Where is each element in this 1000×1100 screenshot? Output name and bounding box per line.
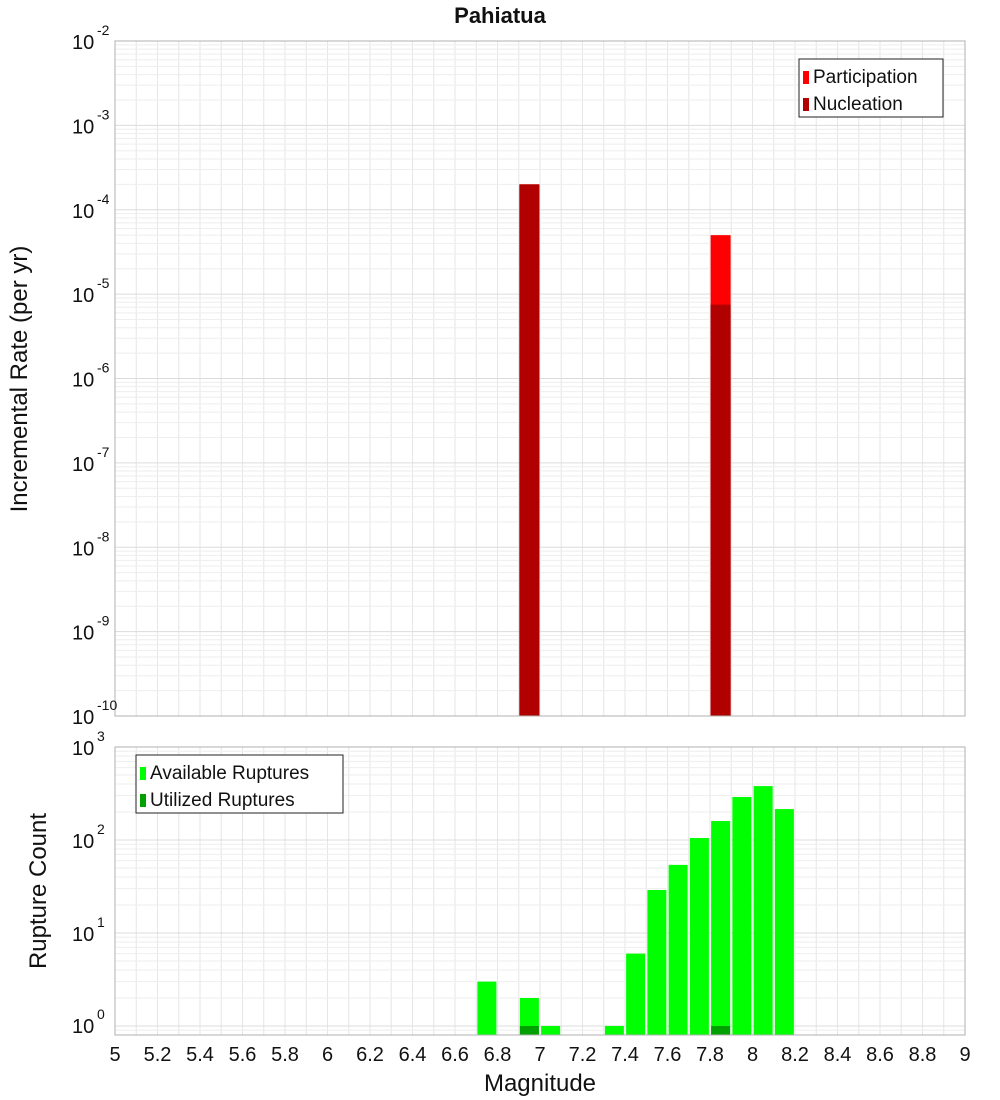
utilized-ruptures-bar <box>519 1025 539 1035</box>
x-tick-label: 6.2 <box>356 1044 384 1066</box>
y-tick-exponent: 2 <box>97 821 105 837</box>
legend-box <box>135 754 344 814</box>
x-ticks: 5 5.2 5.4 5.6 5.8 6 6.2 6.4 6.6 6.8 7 7.2 7.4 7.6 7.8 8… <box>109 1044 970 1066</box>
x-tick-label: 7.2 <box>569 1044 597 1066</box>
y-tick-base: 10 <box>72 1016 94 1038</box>
available-ruptures-bar <box>753 786 773 1035</box>
x-tick-label: 8.4 <box>824 1044 852 1066</box>
top-y-ticks: 10-210-310-410-510-610-710-810-910-10 <box>72 22 117 729</box>
available-ruptures-bar <box>647 889 667 1035</box>
y-tick-exponent: -7 <box>97 444 110 460</box>
top-legend: Participation Nucleation <box>798 58 944 118</box>
x-tick-label: 7.8 <box>696 1044 724 1066</box>
top-bars <box>519 184 731 717</box>
y-tick-exponent: -5 <box>97 275 110 291</box>
legend-swatch <box>140 794 146 807</box>
x-tick-label: 9 <box>959 1044 970 1066</box>
x-tick-label: 5 <box>109 1044 120 1066</box>
y-tick-base: 10 <box>72 116 94 138</box>
x-tick-label: 7.4 <box>611 1044 639 1066</box>
legend-label: Participation <box>813 67 918 88</box>
legend-swatch <box>803 98 809 111</box>
y-tick-base: 10 <box>72 454 94 476</box>
legend-swatch <box>140 767 146 780</box>
utilized-ruptures-bar <box>711 1025 731 1035</box>
nucleation-bar <box>710 304 731 716</box>
y-tick-exponent: 0 <box>97 1006 105 1022</box>
chart-title: Pahiatua <box>454 3 546 28</box>
nucleation-bar <box>519 184 540 717</box>
x-tick-label: 5.6 <box>229 1044 257 1066</box>
y-tick-base: 10 <box>72 707 94 729</box>
available-ruptures-bar <box>477 981 497 1035</box>
available-ruptures-bar <box>626 953 646 1035</box>
y-tick-exponent: -6 <box>97 360 110 376</box>
available-ruptures-bar <box>541 1025 561 1035</box>
available-ruptures-bar <box>774 809 794 1035</box>
x-tick-label: 5.4 <box>186 1044 214 1066</box>
bottom-bars <box>477 786 794 1035</box>
x-axis-title: Magnitude <box>484 1070 596 1097</box>
x-tick-label: 8.8 <box>909 1044 937 1066</box>
x-tick-label: 6.8 <box>484 1044 512 1066</box>
y-tick-exponent: -4 <box>97 191 110 207</box>
available-ruptures-bar <box>689 838 709 1035</box>
y-tick-base: 10 <box>72 32 94 54</box>
x-tick-label: 7.6 <box>654 1044 682 1066</box>
top-plot-frame <box>114 40 966 717</box>
y-tick-base: 10 <box>72 924 94 946</box>
x-tick-label: 5.2 <box>144 1044 172 1066</box>
top-y-axis-title: Incremental Rate (per yr) <box>6 246 33 513</box>
x-tick-label: 6.6 <box>441 1044 469 1066</box>
bottom-legend: Available Ruptures Utilized Ruptures <box>135 754 344 814</box>
y-tick-exponent: -2 <box>97 22 110 38</box>
available-ruptures-bar <box>604 1025 624 1035</box>
y-tick-exponent: -3 <box>97 106 110 122</box>
available-ruptures-bar <box>711 821 731 1035</box>
y-tick-base: 10 <box>72 201 94 223</box>
y-tick-base: 10 <box>72 538 94 560</box>
y-tick-base: 10 <box>72 623 94 645</box>
legend-label: Nucleation <box>813 94 903 115</box>
legend-label: Available Ruptures <box>150 763 309 784</box>
x-tick-label: 6 <box>322 1044 333 1066</box>
x-tick-label: 8.6 <box>866 1044 894 1066</box>
legend-swatch <box>803 71 809 84</box>
y-tick-exponent: 1 <box>97 914 105 930</box>
y-tick-exponent: -9 <box>97 613 110 629</box>
top-grid <box>114 40 966 717</box>
available-ruptures-bar <box>732 796 752 1035</box>
bottom-y-axis-title: Rupture Count <box>25 813 52 969</box>
top-panel: 10-210-310-410-510-610-710-810-910-10 Pa… <box>72 22 966 729</box>
legend-label: Utilized Ruptures <box>150 790 295 811</box>
x-tick-label: 8 <box>747 1044 758 1066</box>
x-tick-label: 5.8 <box>271 1044 299 1066</box>
legend-box <box>798 58 944 118</box>
y-tick-base: 10 <box>72 831 94 853</box>
y-tick-base: 10 <box>72 738 94 760</box>
y-tick-exponent: 3 <box>97 728 105 744</box>
x-tick-label: 8.2 <box>781 1044 809 1066</box>
x-tick-label: 7 <box>534 1044 545 1066</box>
y-tick-exponent: -10 <box>97 697 117 713</box>
y-tick-base: 10 <box>72 370 94 392</box>
x-tick-label: 6.4 <box>399 1044 427 1066</box>
bottom-plot-frame <box>114 746 966 1036</box>
available-ruptures-bar <box>519 997 539 1035</box>
y-tick-exponent: -8 <box>97 528 110 544</box>
available-ruptures-bar <box>668 864 688 1035</box>
y-tick-base: 10 <box>72 285 94 307</box>
